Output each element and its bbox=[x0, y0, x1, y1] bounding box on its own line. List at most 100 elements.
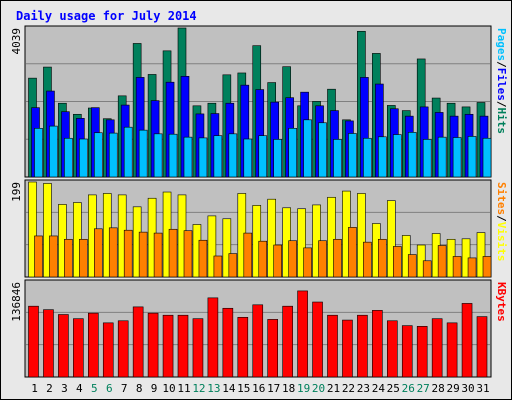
kbytes-bar-kbytes-day-9 bbox=[147, 312, 159, 378]
x-axis-day-label: 30 bbox=[461, 382, 474, 395]
x-axis-day-label: 5 bbox=[91, 382, 98, 395]
sites-scale-max-label: 199 bbox=[10, 182, 23, 202]
kbytes-bar-kbytes-day-19 bbox=[297, 290, 308, 378]
sites-bar-sites-day-8 bbox=[138, 231, 148, 278]
hits-bar-pages-day-7 bbox=[123, 126, 133, 178]
hits-bar-pages-day-6 bbox=[108, 132, 118, 178]
hits-bar-pages-day-8 bbox=[138, 129, 148, 178]
x-axis-day-label: 17 bbox=[267, 382, 280, 395]
kbytes-bar-kbytes-day-29 bbox=[446, 322, 458, 378]
kbytes-bar-kbytes-day-10 bbox=[162, 314, 174, 378]
sites-bar-visits-day-1 bbox=[28, 181, 37, 278]
sites-bar-sites-day-10 bbox=[168, 228, 178, 278]
sites-bar-sites-day-31 bbox=[482, 256, 492, 278]
x-axis-day-label: 2 bbox=[46, 382, 53, 395]
chart-title: Daily usage for July 2014 bbox=[16, 9, 197, 23]
hits-bar-pages-day-16 bbox=[258, 135, 268, 178]
hits-legend-part: Hits bbox=[495, 108, 508, 135]
hits-bar-pages-day-12 bbox=[198, 137, 208, 178]
kbytes-scale-max-label: 136846 bbox=[10, 282, 23, 322]
sites-bar-visits-day-13 bbox=[207, 215, 217, 278]
sites-right-legend: Sites/Visits bbox=[495, 182, 508, 262]
sites-bar-sites-day-28 bbox=[437, 245, 447, 278]
sites-bar-visits-day-17 bbox=[267, 198, 277, 278]
hits-bar-pages-day-24 bbox=[378, 136, 387, 178]
kbytes-bar-kbytes-day-15 bbox=[237, 316, 249, 378]
x-axis-day-label: 21 bbox=[327, 382, 340, 395]
hits-bar-pages-day-11 bbox=[183, 136, 193, 178]
kbytes-right-legend: KBytes bbox=[495, 282, 508, 322]
sites-bar-sites-day-30 bbox=[467, 257, 477, 278]
sites-bar-sites-day-13 bbox=[213, 255, 223, 278]
hits-bar-pages-day-10 bbox=[168, 133, 178, 178]
hits-bar-pages-day-13 bbox=[213, 135, 223, 178]
x-axis-day-label: 26 bbox=[402, 382, 415, 395]
hits-bar-pages-day-2 bbox=[49, 125, 58, 178]
hits-bar-pages-day-30 bbox=[467, 136, 477, 178]
x-axis-day-label: 16 bbox=[252, 382, 265, 395]
hits-legend-part: / bbox=[495, 61, 508, 68]
kbytes-bar-kbytes-day-14 bbox=[222, 307, 234, 378]
x-axis-day-labels: 1 2 3 4 5 6 7 8 9 10 11 12 13 14 15 16 17 18 19 20 21 22 23 24 2… bbox=[31, 382, 489, 395]
kbytes-bar-kbytes-day-6 bbox=[102, 322, 114, 378]
kbytes-bar-kbytes-day-13 bbox=[207, 297, 219, 378]
hits-bar-pages-day-18 bbox=[288, 128, 297, 178]
sites-bar-sites-day-5 bbox=[94, 228, 103, 278]
x-axis-day-label: 25 bbox=[387, 382, 400, 395]
x-axis-day-label: 11 bbox=[177, 382, 190, 395]
sites-bar-sites-day-20 bbox=[318, 240, 327, 278]
kbytes-legend-part: KBytes bbox=[495, 282, 508, 322]
hits-bar-pages-day-9 bbox=[153, 133, 163, 178]
sites-bar-sites-day-16 bbox=[258, 240, 268, 278]
kbytes-bar-kbytes-day-7 bbox=[117, 320, 129, 378]
sites-bar-sites-day-4 bbox=[79, 238, 88, 278]
x-axis-day-label: 7 bbox=[121, 382, 128, 395]
hits-bar-pages-day-23 bbox=[363, 137, 372, 178]
x-axis-day-label: 27 bbox=[417, 382, 430, 395]
kbytes-bar-kbytes-day-8 bbox=[132, 306, 144, 378]
kbytes-bar-kbytes-day-1 bbox=[28, 305, 39, 378]
x-axis-day-label: 12 bbox=[192, 382, 205, 395]
sites-bar-sites-day-12 bbox=[198, 239, 208, 278]
x-axis-day-label: 24 bbox=[372, 382, 386, 395]
sites-bar-sites-day-19 bbox=[303, 247, 312, 278]
kbytes-bar-kbytes-day-2 bbox=[43, 309, 54, 378]
sites-bar-sites-day-11 bbox=[183, 230, 193, 278]
sites-bar-sites-day-23 bbox=[363, 241, 372, 278]
x-axis-day-label: 19 bbox=[297, 382, 310, 395]
kbytes-bar-kbytes-day-28 bbox=[431, 318, 443, 378]
hits-legend-part: Files bbox=[495, 68, 508, 101]
kbytes-bar-kbytes-day-16 bbox=[252, 304, 264, 378]
sites-bar-visits-day-31 bbox=[476, 232, 486, 278]
hits-legend-part: / bbox=[495, 101, 508, 108]
hits-legend-part: Pages bbox=[495, 28, 508, 61]
sites-bar-visits-day-19 bbox=[297, 208, 306, 278]
hits-right-legend: Pages/Files/Hits bbox=[495, 28, 508, 134]
x-axis-day-label: 15 bbox=[237, 382, 250, 395]
kbytes-bar-kbytes-day-3 bbox=[58, 314, 69, 378]
sites-legend-part: Visits bbox=[495, 222, 508, 262]
x-axis-day-label: 28 bbox=[432, 382, 445, 395]
hits-bar-pages-day-15 bbox=[243, 138, 253, 178]
x-axis-day-label: 20 bbox=[312, 382, 325, 395]
sites-legend-part: Sites bbox=[495, 182, 508, 215]
sites-bar-sites-day-1 bbox=[34, 235, 43, 278]
sites-bar-sites-day-22 bbox=[348, 227, 357, 278]
x-axis-day-label: 13 bbox=[207, 382, 220, 395]
sites-panel: 199 Sites/Visits bbox=[10, 179, 508, 278]
kbytes-bar-kbytes-day-31 bbox=[476, 316, 488, 378]
hits-bar-pages-day-1 bbox=[34, 128, 43, 178]
hits-bar-pages-day-4 bbox=[79, 138, 88, 178]
x-axis-day-label: 29 bbox=[446, 382, 459, 395]
sites-bar-visits-day-23 bbox=[357, 193, 366, 278]
sites-bar-sites-day-25 bbox=[392, 246, 402, 278]
kbytes-bar-kbytes-day-30 bbox=[461, 303, 473, 378]
x-axis-day-label: 31 bbox=[476, 382, 489, 395]
kbytes-bar-kbytes-day-18 bbox=[282, 305, 293, 378]
kbytes-bar-kbytes-day-21 bbox=[327, 314, 338, 378]
kbytes-panel: 136846 KBytes bbox=[10, 279, 508, 378]
sites-bar-sites-day-21 bbox=[333, 238, 342, 278]
hits-bar-pages-day-14 bbox=[228, 133, 238, 178]
